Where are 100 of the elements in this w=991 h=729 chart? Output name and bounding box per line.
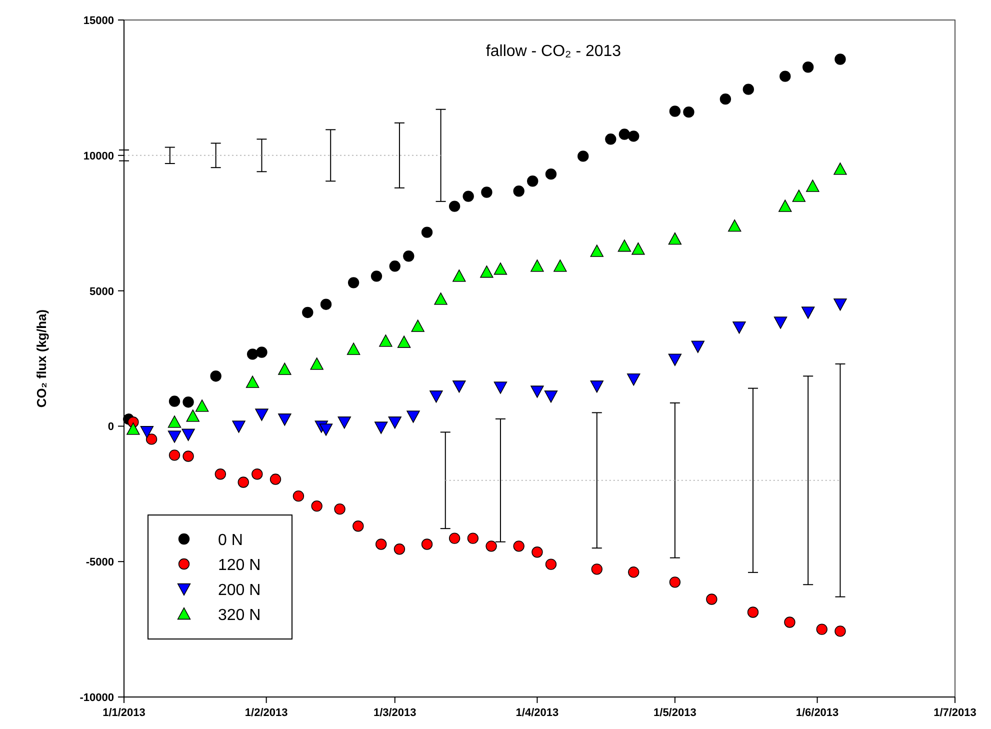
- point: [806, 180, 820, 192]
- point: [278, 362, 292, 375]
- point: [182, 396, 194, 408]
- point: [278, 414, 292, 426]
- y-tick-label: 10000: [83, 150, 114, 162]
- point: [627, 373, 640, 386]
- point: [210, 370, 222, 382]
- point: [448, 200, 460, 212]
- point: [530, 260, 544, 272]
- point: [379, 334, 392, 347]
- point: [394, 544, 406, 555]
- point: [195, 400, 209, 412]
- point: [590, 380, 604, 393]
- x-tick-label: 1/7/2013: [934, 707, 976, 719]
- point: [370, 270, 382, 282]
- point: [252, 468, 263, 480]
- point: [246, 376, 260, 388]
- point: [554, 260, 567, 272]
- point: [545, 558, 557, 570]
- point: [238, 476, 249, 488]
- point: [669, 106, 681, 117]
- point: [792, 190, 806, 202]
- point: [527, 176, 538, 187]
- point: [320, 298, 332, 310]
- point: [140, 426, 154, 438]
- point: [801, 306, 815, 319]
- point: [747, 606, 759, 618]
- point: [246, 348, 258, 360]
- point: [532, 546, 543, 558]
- point: [774, 316, 788, 329]
- point: [732, 321, 746, 334]
- point: [338, 416, 351, 429]
- point: [578, 150, 589, 162]
- point: [834, 626, 846, 637]
- point: [486, 540, 497, 552]
- point: [214, 468, 226, 480]
- point: [494, 382, 508, 394]
- point: [816, 624, 828, 635]
- point: [421, 226, 433, 238]
- point: [544, 390, 558, 403]
- point: [311, 500, 322, 512]
- point: [591, 564, 602, 575]
- point: [348, 277, 360, 288]
- point: [168, 450, 180, 461]
- point: [334, 503, 346, 515]
- point: [168, 416, 182, 428]
- point: [302, 306, 314, 318]
- point: [802, 62, 814, 73]
- point: [669, 576, 681, 588]
- point: [668, 354, 682, 366]
- x-tick-label: 1/1/2013: [102, 707, 146, 719]
- point: [834, 54, 846, 65]
- point: [310, 358, 324, 370]
- legend-label: 200 N: [218, 582, 261, 599]
- point: [421, 538, 433, 550]
- point: [270, 474, 282, 485]
- point: [720, 93, 732, 105]
- y-tick-label: 0: [108, 421, 114, 434]
- point: [618, 240, 632, 252]
- y-tick-label: -10000: [80, 692, 114, 704]
- point: [683, 106, 694, 118]
- point: [411, 320, 424, 332]
- point: [628, 566, 640, 578]
- point: [182, 428, 195, 441]
- point: [618, 128, 630, 140]
- point: [255, 408, 268, 421]
- legend-label: 0 N: [218, 532, 243, 549]
- point: [232, 420, 246, 433]
- y-tick-label: -5000: [86, 556, 114, 569]
- point: [742, 84, 754, 95]
- point: [513, 186, 524, 197]
- point: [186, 410, 200, 422]
- point: [403, 250, 414, 262]
- point: [668, 232, 682, 245]
- point: [605, 134, 616, 145]
- point: [434, 292, 448, 305]
- point: [691, 340, 704, 353]
- point: [397, 336, 411, 348]
- point: [834, 298, 847, 311]
- point: [126, 422, 140, 435]
- point: [780, 70, 791, 82]
- point: [388, 416, 402, 429]
- point: [545, 168, 557, 180]
- point: [480, 266, 494, 278]
- point: [778, 200, 792, 212]
- point: [530, 386, 544, 398]
- point: [452, 380, 466, 393]
- point: [319, 424, 333, 436]
- point: [834, 162, 847, 175]
- point: [146, 434, 158, 445]
- point: [632, 242, 645, 255]
- point: [706, 594, 718, 605]
- x-tick-label: 1/4/2013: [516, 707, 559, 719]
- point: [346, 342, 360, 355]
- y-axis-title: CO₂ flux (kg/ha): [34, 309, 49, 408]
- point: [728, 219, 742, 232]
- x-tick-label: 1/3/2013: [373, 707, 416, 719]
- text: fallow - CO₂ - 2013: [486, 43, 622, 60]
- y-tick-label: 5000: [90, 286, 114, 298]
- point: [374, 422, 388, 434]
